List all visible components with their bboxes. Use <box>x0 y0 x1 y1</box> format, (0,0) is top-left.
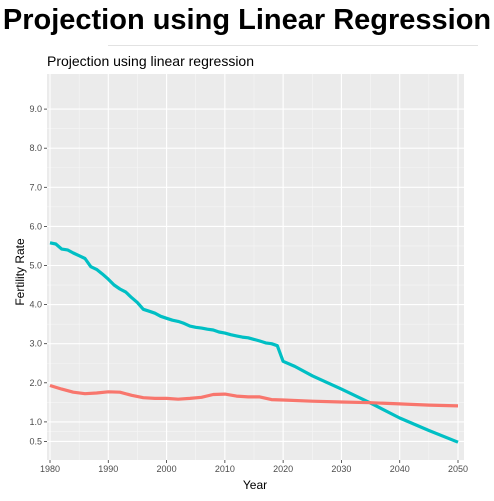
y-tick-label: 1.0 <box>29 417 42 427</box>
series-layer <box>49 241 459 444</box>
y-tick-label: 3.0 <box>29 339 42 349</box>
y-tick-label: 9.0 <box>29 104 42 114</box>
series-line-1 <box>49 241 459 444</box>
y-tick-label: 0.5 <box>29 436 42 446</box>
x-tick-label: 2000 <box>157 464 177 474</box>
x-tick-label: 2050 <box>448 464 468 474</box>
x-tick-label: 2040 <box>390 464 410 474</box>
x-tick-label: 2010 <box>215 464 235 474</box>
series-line-2 <box>49 383 459 408</box>
x-tick-label: 2030 <box>331 464 351 474</box>
y-tick-label: 7.0 <box>29 182 42 192</box>
title-divider <box>108 45 478 46</box>
y-axis-title: Fertility Rate <box>13 238 27 306</box>
x-axis-title: Year <box>243 478 267 492</box>
y-tick-label: 6.0 <box>29 221 42 231</box>
major-gridlines <box>47 74 464 460</box>
chart-title: Projection using linear regression <box>47 53 254 69</box>
y-tick-label: 4.0 <box>29 300 42 310</box>
x-tick-label: 1990 <box>98 464 118 474</box>
x-axis: 1980 1990 2000 2010 2020 2030 2040 2050 <box>40 460 468 474</box>
slide-title: Projection using Linear Regression <box>2 4 492 36</box>
x-tick-label: 2020 <box>273 464 293 474</box>
y-tick-label: 5.0 <box>29 261 42 271</box>
x-tick-label: 1980 <box>40 464 60 474</box>
y-tick-label: 2.0 <box>29 378 42 388</box>
y-tick-label: 8.0 <box>29 143 42 153</box>
y-axis: 0.5 1.0 2.0 3.0 4.0 5.0 6.0 7.0 8.0 9.0 <box>29 104 47 446</box>
